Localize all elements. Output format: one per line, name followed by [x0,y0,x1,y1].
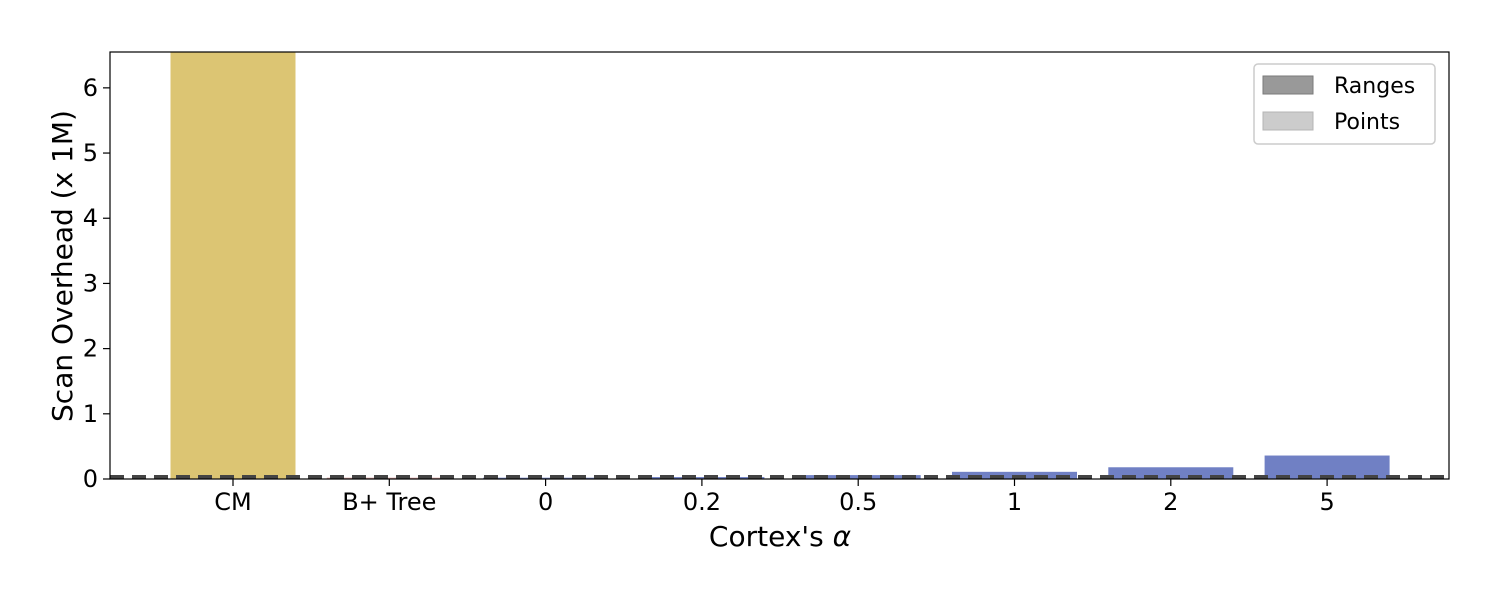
x-axis-title-text: Cortex's [709,520,833,553]
y-axis: 0 1 2 3 4 5 6 [83,74,110,493]
bar-ranges-cm [170,52,296,479]
y-axis-title: Scan Overhead (x 1M) [46,110,79,422]
x-tick-label: CM [214,488,251,516]
x-tick-label: B+ Tree [342,488,436,516]
y-tick-label: 1 [83,400,98,428]
bar-ranges-5 [1264,455,1390,479]
bar-ranges-2 [1108,467,1234,479]
x-tick-label: 1 [1007,488,1022,516]
bar-ranges-b-tree [326,477,452,479]
y-tick-label: 0 [83,465,98,493]
legend: Ranges Points [1253,63,1436,145]
x-axis-title-symbol: α [833,520,852,553]
x-axis-title: Cortex's α [709,520,852,553]
y-tick-label: 2 [83,335,98,363]
y-tick-label: 5 [83,139,98,167]
bar-ranges-0 [483,477,609,479]
legend-swatch-points [1262,111,1314,131]
plot-frame [109,51,1450,480]
legend-label-ranges: Ranges [1334,74,1415,99]
x-tick-label: 2 [1163,488,1178,516]
bars-group [170,52,1390,479]
x-tick-label: 5 [1319,488,1334,516]
y-tick-label: 6 [83,74,98,102]
x-axis: CM B+ Tree 0 0.2 0.5 1 2 5 [214,479,1335,516]
x-tick-label: 0.2 [683,488,721,516]
legend-swatch-ranges [1262,75,1314,95]
x-tick-label: 0.5 [839,488,877,516]
legend-label-points: Points [1334,110,1400,135]
x-tick-label: 0 [538,488,553,516]
y-tick-label: 3 [83,269,98,297]
bar-ranges-0-2 [639,477,765,479]
y-tick-label: 4 [83,204,98,232]
